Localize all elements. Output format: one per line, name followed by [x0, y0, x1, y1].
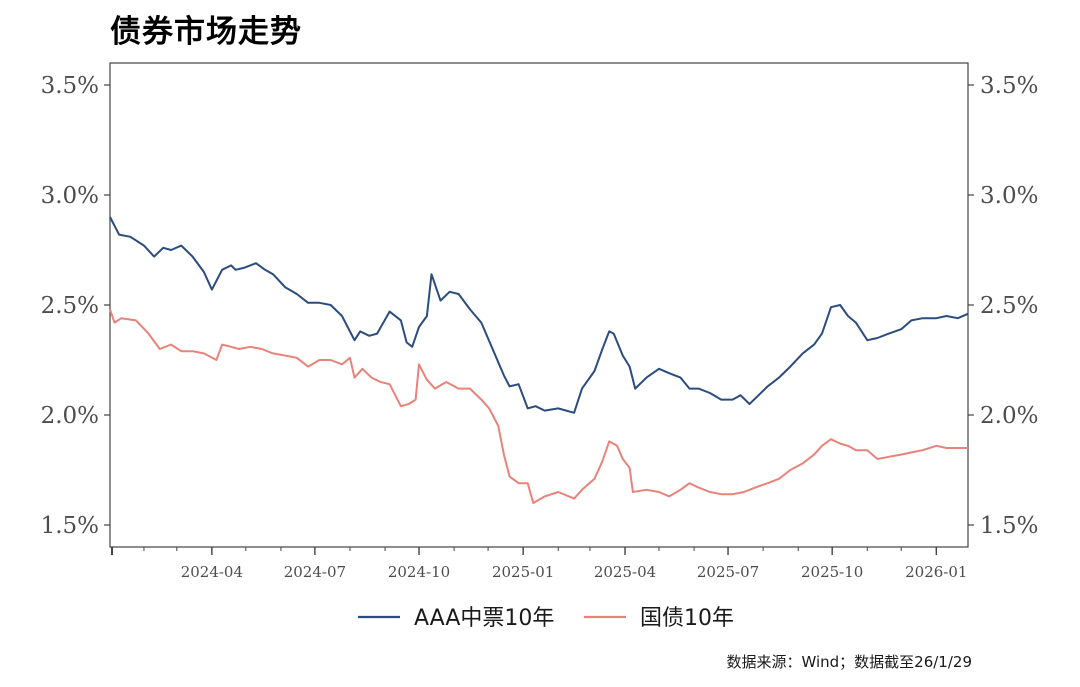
- x-axis: 2024-04 2024-07 2024-10 2025-01 2025-04 2025-…: [111, 547, 967, 581]
- y-axis-left: 1.5% 2.0% 2.5% 3.0% 3.5%: [41, 73, 110, 539]
- legend-label-1: 国债10年: [640, 606, 734, 631]
- series-line-0: [109, 216, 969, 414]
- legend-label-0: AAA中票10年: [414, 606, 554, 631]
- legend: AAA中票10年 国债10年: [358, 606, 734, 631]
- series-line-1: [109, 309, 968, 504]
- y-tick-label-right: 1.5%: [980, 513, 1038, 539]
- x-tick-label: 2025-01: [492, 563, 554, 581]
- chart-title: 债券市场走势: [110, 14, 302, 50]
- series-group: [109, 216, 969, 504]
- x-tick-label: 2026-01: [905, 563, 967, 581]
- x-tick-label: 2024-10: [388, 563, 450, 581]
- y-axis-right: 1.5% 2.0% 2.5% 3.0% 3.5%: [968, 73, 1038, 539]
- y-tick-label-right: 2.5%: [980, 293, 1038, 319]
- y-tick-label-right: 2.0%: [980, 403, 1038, 429]
- y-tick-label-left: 2.5%: [41, 293, 99, 319]
- source-note: 数据来源：Wind；数据截至26/1/29: [726, 653, 972, 671]
- y-tick-label-left: 3.0%: [41, 183, 99, 209]
- y-tick-label-left: 1.5%: [41, 513, 99, 539]
- x-tick-label: 2025-07: [697, 563, 759, 581]
- y-tick-label-right: 3.5%: [980, 73, 1038, 99]
- y-tick-label-left: 3.5%: [41, 73, 99, 99]
- y-tick-label-right: 3.0%: [980, 183, 1038, 209]
- x-tick-label: 2024-07: [284, 563, 346, 581]
- x-tick-label: 2025-10: [801, 563, 863, 581]
- x-tick-label: 2025-04: [594, 563, 656, 581]
- y-tick-label-left: 2.0%: [41, 403, 99, 429]
- x-tick-label: 2024-04: [181, 563, 243, 581]
